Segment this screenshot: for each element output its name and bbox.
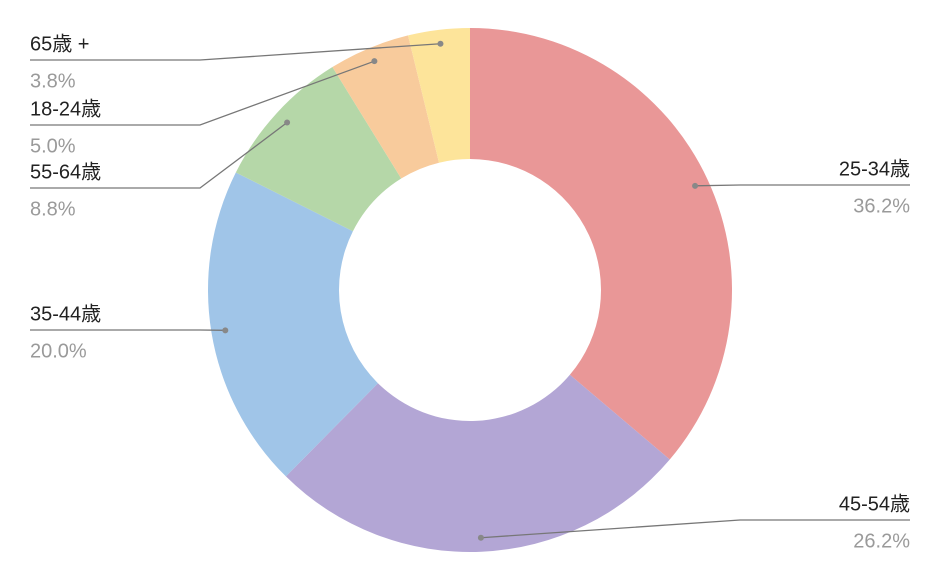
slice-label: 25-34歳 bbox=[839, 157, 910, 180]
leader-line bbox=[695, 184, 910, 187]
leader-line bbox=[30, 60, 375, 126]
donut-slice bbox=[470, 28, 732, 460]
value-label: 8.8% bbox=[30, 198, 76, 220]
leader-dot bbox=[222, 327, 229, 334]
leader-dot bbox=[692, 182, 699, 189]
leader-dot bbox=[437, 40, 444, 47]
leader-dot bbox=[371, 58, 378, 65]
donut-slice bbox=[408, 28, 470, 163]
slice-label: 18-24歳 bbox=[30, 97, 101, 120]
slice-label: 35-44歳 bbox=[30, 302, 101, 325]
donut-slice bbox=[235, 67, 402, 232]
donut-slice bbox=[207, 172, 378, 477]
value-label: 3.8% bbox=[30, 70, 76, 92]
leader-line bbox=[480, 519, 910, 539]
leader-dot bbox=[477, 534, 484, 541]
leader-dot bbox=[284, 119, 291, 126]
leader-line bbox=[30, 43, 441, 61]
value-label: 26.2% bbox=[853, 530, 910, 552]
slice-label: 65歳 + bbox=[30, 32, 89, 55]
leader-line bbox=[30, 121, 288, 189]
donut-slice bbox=[285, 374, 670, 552]
donut-slice bbox=[332, 35, 440, 179]
slice-label: 55-64歳 bbox=[30, 160, 101, 183]
value-label: 5.0% bbox=[30, 135, 76, 157]
value-label: 20.0% bbox=[30, 340, 87, 362]
slice-label: 45-54歳 bbox=[839, 492, 910, 515]
value-label: 36.2% bbox=[853, 195, 910, 217]
